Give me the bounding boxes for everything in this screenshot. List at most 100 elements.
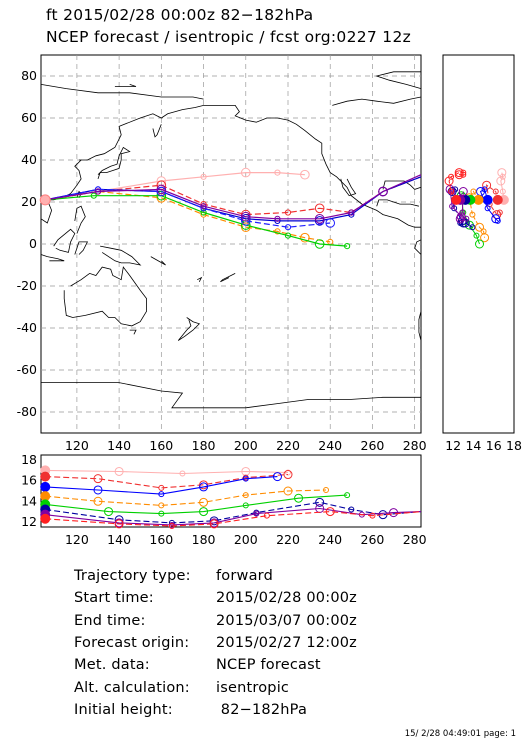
coastline bbox=[382, 180, 422, 190]
coastline bbox=[74, 241, 89, 255]
info-value: 2015/03/07 00:00z bbox=[216, 612, 357, 629]
map-trajectory-line bbox=[45, 174, 422, 220]
bottom-y-tick-label: 14 bbox=[21, 493, 37, 508]
side-trajectory-point bbox=[458, 187, 468, 196]
info-label: Forecast origin: bbox=[74, 634, 190, 651]
coastline bbox=[41, 382, 421, 409]
bottom-trajectory-point bbox=[104, 507, 114, 517]
coastline bbox=[150, 256, 166, 266]
coastline bbox=[63, 266, 147, 327]
bottom-y-tick-label: 12 bbox=[21, 514, 37, 529]
map-trajectory-point bbox=[240, 167, 251, 178]
info-value: 2015/02/27 12:00z bbox=[216, 634, 357, 651]
bottom-trajectory-point bbox=[158, 491, 165, 498]
map-y-tick-label: -20 bbox=[17, 278, 37, 293]
bottom-trajectory-point bbox=[263, 512, 270, 519]
map-trajectory-point bbox=[284, 209, 292, 216]
bottom-trajectory-point bbox=[158, 484, 165, 491]
coastline bbox=[40, 84, 204, 100]
side-trajectory-point bbox=[494, 217, 501, 224]
map-x-tick-label: 220 bbox=[276, 438, 300, 453]
map-y-tick-label: 40 bbox=[21, 152, 37, 167]
map-trajectory-point bbox=[300, 169, 310, 180]
map-x-tick-label: 260 bbox=[361, 438, 385, 453]
bottom-trajectory-point bbox=[315, 497, 325, 507]
map-trajectory-point bbox=[200, 209, 207, 216]
bottom-start-marker bbox=[40, 471, 51, 482]
side-trajectory-point bbox=[492, 188, 499, 195]
bottom-x-tick-label: 220 bbox=[276, 532, 300, 547]
side-trajectory-line bbox=[485, 184, 501, 216]
map-y-tick-label: -60 bbox=[17, 362, 37, 377]
bottom-trajectory-point bbox=[242, 492, 249, 499]
info-label: Alt. calculation: bbox=[74, 679, 190, 696]
map-trajectory-line bbox=[45, 176, 422, 216]
side-trajectory-point bbox=[484, 205, 491, 212]
bottom-trajectory-point bbox=[179, 470, 186, 477]
info-value: NCEP forecast bbox=[216, 657, 321, 674]
coastline bbox=[376, 199, 419, 207]
footer-timestamp: 15/ 2/28 04:49:01 page: 1 bbox=[404, 729, 516, 739]
coastline bbox=[332, 96, 422, 106]
coastline bbox=[129, 329, 137, 335]
coastline bbox=[340, 178, 357, 197]
side-x-tick-label: 14 bbox=[465, 438, 481, 453]
map-trajectory-point bbox=[314, 214, 325, 224]
side-x-tick-label: 18 bbox=[506, 438, 522, 453]
map-trajectory-line bbox=[45, 190, 331, 243]
bottom-x-tick-label: 120 bbox=[65, 532, 89, 547]
map-y-tick-label: -80 bbox=[17, 404, 37, 419]
coastline bbox=[114, 84, 137, 87]
map-y-tick-label: 80 bbox=[21, 68, 37, 83]
info-value: forward bbox=[216, 568, 273, 584]
side-x-tick-label: 16 bbox=[486, 438, 502, 453]
side-trajectory-line bbox=[448, 172, 464, 201]
bottom-trajectory-point bbox=[323, 486, 329, 493]
info-label: End time: bbox=[74, 612, 146, 629]
coastline bbox=[100, 245, 142, 266]
info-row: Alt. calculation: isentropic bbox=[74, 680, 289, 696]
bottom-x-tick-label: 260 bbox=[361, 532, 385, 547]
bottom-trajectory-point bbox=[158, 510, 165, 517]
side-trajectory-point bbox=[459, 209, 466, 216]
bottom-trajectory-line bbox=[45, 501, 422, 524]
bottom-trajectory-point bbox=[199, 497, 209, 507]
bottom-y-tick-label: 18 bbox=[21, 452, 37, 467]
bottom-trajectory-point bbox=[325, 507, 335, 517]
bottom-trajectory-line bbox=[45, 489, 327, 506]
info-value: 2015/02/28 00:00z bbox=[216, 590, 357, 607]
side-trajectory-point bbox=[449, 203, 456, 210]
map-trajectory-point bbox=[300, 232, 310, 243]
side-trajectory-point bbox=[475, 239, 485, 249]
bottom-trajectory-point bbox=[93, 496, 103, 506]
map-x-tick-label: 200 bbox=[234, 438, 258, 453]
side-trajectory-point bbox=[496, 209, 503, 216]
bottom-trajectory-point bbox=[242, 502, 249, 509]
side-trajectory-point bbox=[470, 188, 477, 195]
bottom-trajectory-point bbox=[168, 522, 175, 529]
info-label: Met. data: bbox=[74, 657, 150, 674]
bottom-trajectory-line bbox=[45, 494, 348, 515]
coastline bbox=[74, 205, 86, 234]
coastline bbox=[152, 124, 162, 138]
bottom-trajectory-point bbox=[93, 485, 103, 495]
side-trajectory-point bbox=[469, 211, 476, 218]
bottom-y-tick-label: 16 bbox=[21, 473, 37, 488]
bottom-trajectory-point bbox=[114, 466, 124, 476]
info-label: Start time: bbox=[74, 590, 154, 607]
map-trajectory-point bbox=[314, 203, 325, 214]
bottom-trajectory-point bbox=[344, 492, 351, 499]
info-row: Initial height: 82−182hPa bbox=[74, 702, 307, 718]
coastline bbox=[197, 276, 203, 282]
map-trajectory-point bbox=[314, 239, 325, 249]
bottom-trajectory-line bbox=[45, 476, 278, 495]
bottom-trajectory-point bbox=[283, 486, 293, 496]
bottom-trajectory-point bbox=[158, 502, 165, 509]
bottom-trajectory-line bbox=[45, 511, 422, 527]
map-y-tick-label: 0 bbox=[29, 236, 37, 251]
side-trajectory-point bbox=[480, 233, 490, 243]
coastline bbox=[40, 254, 65, 262]
info-row: Met. data: NCEP forecast bbox=[74, 657, 321, 673]
info-label: Trajectory type: bbox=[74, 568, 191, 584]
